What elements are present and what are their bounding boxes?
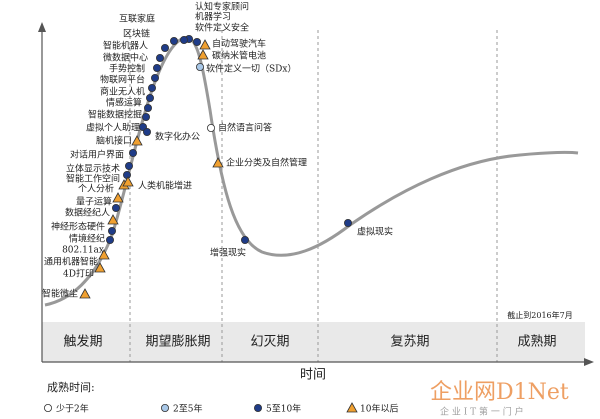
technology-label: 立体显示技术 [66,163,120,175]
marker [123,170,132,179]
technology-label: 自然语言问答 [218,122,272,134]
technology-label: 虚拟现实 [357,226,393,238]
phase-label: 复苏期 [390,334,429,350]
marker [128,148,137,157]
marker [343,218,352,227]
marker [169,37,178,46]
technology-label: 人类机能增进 [138,180,192,192]
technology-label: 数据经纪人 [65,207,110,219]
marker [192,38,201,47]
phase-band [42,322,585,362]
x-axis-label: 时间 [300,368,326,383]
marker [179,36,188,45]
legend-title: 成熟时间: [47,380,95,394]
technology-label: 802.11ax [62,246,104,256]
marker [197,49,209,60]
phase-label: 幻灭期 [250,335,289,350]
marker [79,288,91,299]
marker [107,214,119,225]
note: 截止到2016年7月 [507,310,572,320]
phase-label: 触发期 [63,334,102,350]
phase-label: 期望膨胀期 [145,334,210,350]
marker [122,176,134,187]
watermark: 企业网D1Net [430,380,569,405]
marker [106,235,115,244]
technology-label: 量子运算 [76,196,112,208]
y-arrow [38,22,46,32]
technology-label: 智能微尘 [42,288,78,300]
marker [150,74,159,83]
technology-label: 碳纳米管电池 [212,50,266,62]
technology-label: 智能机器人 [103,40,148,52]
marker [112,192,124,203]
technology-label: 软件定义一切（SDx） [206,63,296,75]
marker [240,235,249,244]
marker [98,249,110,260]
marker [160,44,169,53]
marker [131,135,143,146]
technology-label: 自动驾驶汽车 [212,38,266,50]
marker [125,161,134,170]
technology-label: 情感运算 [106,97,142,109]
legend-label: 10年以后 [360,403,398,415]
legend-label: 2至5年 [173,403,202,415]
technology-label: 4D打印 [63,268,94,280]
marker [141,113,150,122]
marker [143,104,152,113]
technology-label: 对话用户界面 [70,149,124,161]
technology-label: 虚拟个人助理 [86,122,140,134]
technology-label: 物联网平台 [100,74,145,86]
technology-label: 智能工作空间 [66,173,120,185]
technology-label: 脑机接口 [96,135,132,147]
technology-label: 企业分类及自然管理 [226,157,307,169]
marker [145,94,154,103]
technology-label: 增强现实 [210,247,246,259]
marker [94,262,106,273]
marker [108,226,117,235]
phase-label: 成熟期 [517,334,556,350]
watermark-slogan: 企 业 I T 第 一 门 户 [440,406,524,418]
marker [212,157,224,168]
marker [206,124,215,133]
legend-label: 少于2年 [56,403,89,415]
marker [147,84,156,93]
x-arrow [584,358,594,366]
technology-label: 互联家庭 [119,13,155,25]
marker [199,39,211,50]
marker [253,403,262,412]
technology-label: 通用机器智能 [44,256,98,268]
technology-label: 区块链 [123,28,150,40]
technology-label: 手势控制 [109,63,145,75]
technology-label: 智能数据挖掘 [88,109,142,121]
technology-label: 情境经纪 [69,233,105,245]
marker [112,203,121,212]
marker [44,403,53,412]
marker [155,54,164,63]
technology-label: 机器学习 [195,11,231,23]
marker [142,127,151,136]
technology-label: 微数据中心 [103,52,148,64]
marker [152,64,161,73]
phase-dividers [129,30,498,362]
technology-label: 数字化办公 [155,131,200,143]
technology-label: 软件定义安全 [195,22,249,34]
legend-label: 5至10年 [266,403,301,415]
marker [346,402,358,413]
marker [195,63,204,72]
technology-label: 神经形态硬件 [51,221,105,233]
technology-label: 认知专家顾问 [195,1,249,13]
technology-label: 商业无人机 [100,86,145,98]
marker [160,403,169,412]
technology-label: 个人分析 [78,183,114,195]
